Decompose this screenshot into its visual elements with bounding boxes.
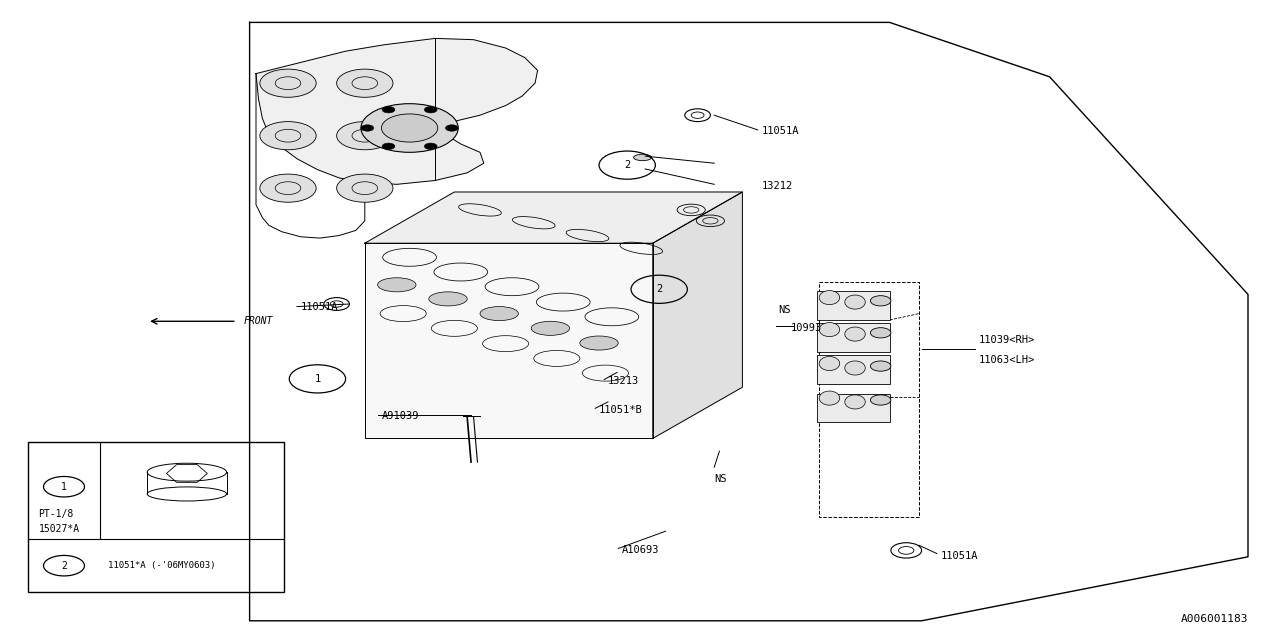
Circle shape — [425, 143, 438, 150]
Circle shape — [337, 122, 393, 150]
Circle shape — [870, 395, 891, 405]
Bar — [817, 323, 890, 352]
Polygon shape — [365, 243, 653, 438]
Text: 11051A: 11051A — [762, 126, 799, 136]
Circle shape — [337, 174, 393, 202]
Ellipse shape — [845, 395, 865, 409]
Bar — [817, 394, 890, 422]
Bar — [817, 355, 890, 384]
Text: FRONT: FRONT — [243, 316, 273, 326]
Text: A10693: A10693 — [622, 545, 659, 556]
Ellipse shape — [819, 391, 840, 405]
Ellipse shape — [845, 327, 865, 341]
Text: 10993: 10993 — [791, 323, 822, 333]
Circle shape — [870, 361, 891, 371]
Circle shape — [260, 174, 316, 202]
Text: 11039<RH>: 11039<RH> — [979, 335, 1036, 346]
Circle shape — [445, 125, 458, 131]
Circle shape — [381, 114, 438, 142]
Text: 13212: 13212 — [762, 180, 792, 191]
Text: 13213: 13213 — [608, 376, 639, 386]
Polygon shape — [365, 192, 742, 243]
Circle shape — [425, 106, 438, 113]
Text: NS: NS — [778, 305, 791, 316]
Ellipse shape — [819, 291, 840, 305]
Ellipse shape — [580, 336, 618, 350]
Circle shape — [361, 125, 374, 131]
Ellipse shape — [819, 323, 840, 337]
Text: 11051*B: 11051*B — [599, 404, 643, 415]
Circle shape — [260, 69, 316, 97]
Ellipse shape — [845, 295, 865, 309]
Ellipse shape — [845, 361, 865, 375]
Text: NS: NS — [714, 474, 727, 484]
Circle shape — [870, 296, 891, 306]
Circle shape — [870, 328, 891, 338]
Polygon shape — [653, 192, 742, 438]
Polygon shape — [256, 38, 538, 184]
Ellipse shape — [480, 307, 518, 321]
Text: 2: 2 — [657, 284, 662, 294]
Bar — [817, 291, 890, 320]
Ellipse shape — [378, 278, 416, 292]
Text: 11063<LH>: 11063<LH> — [979, 355, 1036, 365]
Bar — [28, 442, 284, 592]
Text: 11051*A (-'06MY0603): 11051*A (-'06MY0603) — [108, 561, 215, 570]
Circle shape — [383, 106, 396, 113]
Text: 11051A: 11051A — [941, 550, 978, 561]
Text: 2: 2 — [61, 561, 67, 571]
Text: 15027*A: 15027*A — [38, 524, 79, 534]
Ellipse shape — [429, 292, 467, 306]
Text: 1: 1 — [61, 482, 67, 492]
Circle shape — [361, 104, 458, 152]
Text: A91039: A91039 — [381, 411, 419, 421]
Ellipse shape — [531, 321, 570, 335]
Text: 1: 1 — [315, 374, 320, 384]
Text: 2: 2 — [625, 160, 630, 170]
Ellipse shape — [819, 356, 840, 371]
Text: 11051A: 11051A — [301, 302, 338, 312]
Circle shape — [260, 122, 316, 150]
Text: A006001183: A006001183 — [1180, 614, 1248, 624]
Text: PT-1/8: PT-1/8 — [38, 509, 74, 519]
Circle shape — [337, 69, 393, 97]
Circle shape — [383, 143, 396, 150]
Ellipse shape — [634, 154, 652, 161]
